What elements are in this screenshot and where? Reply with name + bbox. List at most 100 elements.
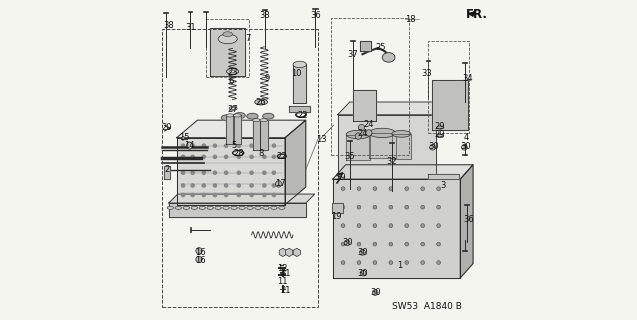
- Ellipse shape: [271, 206, 277, 209]
- Circle shape: [250, 184, 253, 187]
- Circle shape: [191, 194, 194, 197]
- Text: 36: 36: [310, 12, 320, 20]
- Circle shape: [272, 144, 275, 147]
- Polygon shape: [332, 203, 343, 212]
- Polygon shape: [210, 28, 245, 76]
- Polygon shape: [233, 116, 241, 144]
- Circle shape: [202, 144, 205, 147]
- Circle shape: [213, 184, 217, 187]
- Text: 29: 29: [434, 130, 445, 139]
- Text: 20: 20: [161, 123, 171, 132]
- Ellipse shape: [293, 61, 306, 68]
- Circle shape: [262, 184, 266, 187]
- Circle shape: [202, 155, 205, 158]
- Circle shape: [262, 144, 266, 147]
- Circle shape: [191, 171, 194, 174]
- Polygon shape: [392, 134, 411, 159]
- Ellipse shape: [262, 206, 269, 209]
- Ellipse shape: [199, 206, 205, 209]
- Ellipse shape: [255, 99, 268, 105]
- Circle shape: [250, 194, 253, 197]
- Ellipse shape: [223, 206, 229, 209]
- Circle shape: [437, 261, 441, 265]
- Ellipse shape: [221, 115, 233, 121]
- Ellipse shape: [223, 32, 233, 36]
- Circle shape: [341, 242, 345, 246]
- Circle shape: [366, 130, 372, 136]
- Circle shape: [224, 194, 227, 197]
- Ellipse shape: [233, 114, 241, 117]
- Text: 11: 11: [276, 276, 287, 285]
- Ellipse shape: [437, 134, 444, 138]
- Circle shape: [262, 194, 266, 197]
- Ellipse shape: [239, 206, 245, 209]
- Circle shape: [182, 184, 185, 187]
- Polygon shape: [169, 203, 306, 217]
- Circle shape: [389, 187, 393, 191]
- Text: 19: 19: [331, 212, 341, 221]
- Text: 4: 4: [464, 133, 469, 142]
- Ellipse shape: [260, 119, 268, 122]
- Circle shape: [389, 242, 393, 246]
- Circle shape: [224, 144, 227, 147]
- Circle shape: [355, 133, 362, 139]
- Circle shape: [196, 256, 202, 263]
- Circle shape: [357, 224, 361, 228]
- Circle shape: [224, 184, 227, 187]
- Polygon shape: [333, 179, 461, 278]
- Circle shape: [262, 155, 266, 158]
- Ellipse shape: [215, 206, 221, 209]
- Circle shape: [437, 187, 441, 191]
- Circle shape: [250, 144, 253, 147]
- Circle shape: [191, 155, 194, 158]
- Circle shape: [421, 242, 425, 246]
- Text: 21: 21: [281, 269, 291, 278]
- Circle shape: [373, 205, 377, 209]
- Text: 22: 22: [297, 111, 308, 120]
- Circle shape: [359, 124, 365, 131]
- Text: 2: 2: [164, 165, 170, 174]
- Text: 15: 15: [180, 132, 190, 141]
- Polygon shape: [347, 134, 371, 160]
- Ellipse shape: [226, 68, 238, 74]
- Text: 3: 3: [440, 181, 445, 190]
- Polygon shape: [360, 42, 371, 51]
- Polygon shape: [338, 115, 436, 179]
- Circle shape: [213, 144, 217, 147]
- Circle shape: [341, 187, 345, 191]
- Circle shape: [182, 155, 185, 158]
- Circle shape: [345, 240, 350, 246]
- Polygon shape: [285, 248, 293, 257]
- Circle shape: [213, 171, 217, 174]
- Text: 34: 34: [462, 74, 473, 83]
- Polygon shape: [164, 166, 170, 179]
- Circle shape: [237, 194, 240, 197]
- Text: 31: 31: [185, 23, 196, 32]
- Circle shape: [202, 171, 205, 174]
- Text: 16: 16: [196, 248, 206, 257]
- Circle shape: [405, 224, 409, 228]
- Circle shape: [389, 224, 393, 228]
- Ellipse shape: [437, 126, 444, 129]
- Ellipse shape: [258, 100, 264, 103]
- Circle shape: [373, 290, 378, 295]
- Circle shape: [389, 261, 393, 265]
- Text: 30: 30: [342, 238, 352, 247]
- Circle shape: [462, 144, 468, 150]
- Circle shape: [405, 261, 409, 265]
- Circle shape: [373, 242, 377, 246]
- Circle shape: [262, 171, 266, 174]
- Ellipse shape: [247, 113, 258, 119]
- Circle shape: [437, 242, 441, 246]
- Polygon shape: [338, 102, 448, 115]
- Text: 35: 35: [345, 152, 355, 161]
- Polygon shape: [293, 248, 301, 257]
- Bar: [429, 41, 469, 133]
- Ellipse shape: [175, 206, 182, 209]
- Text: 1: 1: [397, 261, 403, 270]
- Text: SW53  A1840 B: SW53 A1840 B: [392, 302, 462, 311]
- Ellipse shape: [255, 206, 261, 209]
- Text: 27: 27: [228, 105, 238, 114]
- Circle shape: [237, 155, 240, 158]
- Ellipse shape: [167, 206, 173, 209]
